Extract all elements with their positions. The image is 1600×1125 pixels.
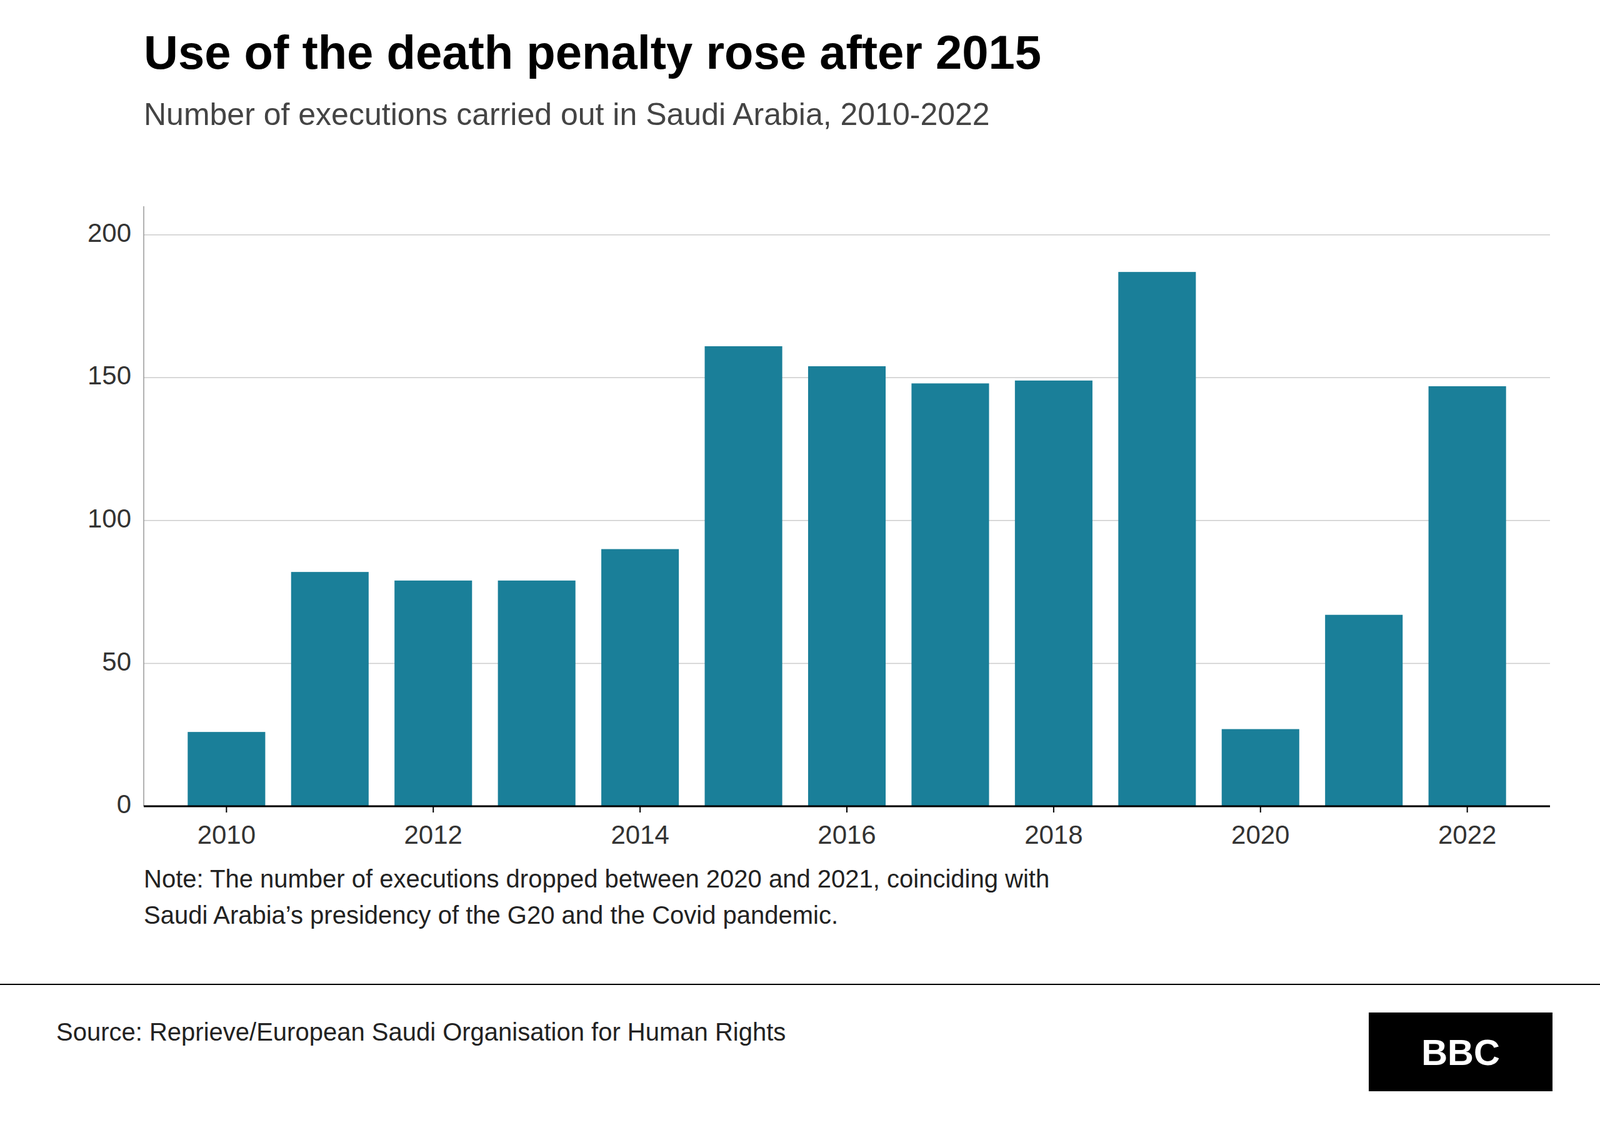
bar [187,731,265,807]
x-tick [639,806,641,813]
bar [1118,271,1196,807]
bars [187,271,1506,807]
bar [601,549,679,807]
x-tick-label: 2010 [197,820,256,850]
bar [1428,386,1507,807]
note: Note: The number of executions dropped b… [143,865,1050,893]
logo: BBC [1421,1031,1500,1073]
x-tick [225,806,227,813]
y-tick-label: 150 [87,360,132,390]
background [0,0,1600,1125]
x-tick [1466,806,1469,813]
x-tick-label: 2022 [1438,820,1497,850]
y-grid [143,235,1550,807]
x-tick [1260,806,1262,813]
bar [705,346,783,807]
x-tick [1053,806,1055,813]
y-axis-line [143,206,145,807]
bar [291,571,369,807]
x-tick-label: 2018 [1024,820,1083,850]
bar [808,366,886,807]
bar [498,580,576,807]
logo-box [1368,1012,1553,1092]
x-tick [432,806,434,813]
x-tick [846,806,848,813]
x-tick-label: 2020 [1231,820,1290,850]
y-tick-label: 50 [101,646,132,677]
y-tick-label: 0 [116,789,132,819]
bar [1325,615,1403,807]
bar [1221,729,1300,807]
y-tick-label: 100 [87,503,132,534]
source: Source: Reprieve/European Saudi Organisa… [56,1018,786,1046]
bar [1015,380,1093,807]
bar [911,383,989,807]
y-tick-label: 200 [87,218,132,248]
bar [394,580,472,807]
x-tick-label: 2016 [817,820,876,850]
note: Saudi Arabia’s presidency of the G20 and… [143,901,839,929]
separator [0,983,1600,985]
x-tick-label: 2012 [404,820,463,850]
chart: Use of the death penalty rose after 2015… [0,0,1600,1125]
x-tick-label: 2014 [610,820,669,850]
grid-line [143,234,1550,236]
title: Use of the death penalty rose after 2015 [143,25,1042,79]
subtitle: Number of executions carried out in Saud… [143,96,990,132]
